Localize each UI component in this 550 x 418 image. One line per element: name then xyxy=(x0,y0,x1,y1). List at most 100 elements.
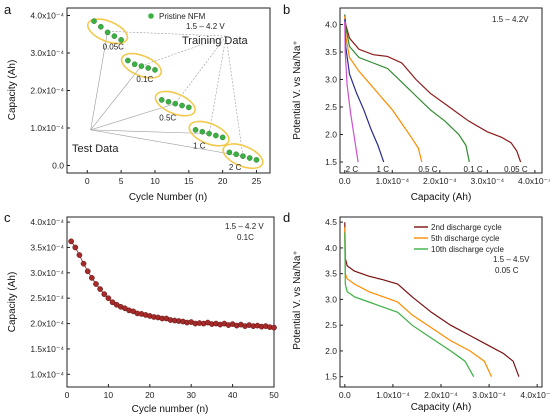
panel-label-a: a xyxy=(4,2,12,17)
panel-c-voltage: 1.5 – 4.2 V xyxy=(225,222,264,231)
panel-c-point xyxy=(271,324,277,331)
panel-a-rate-label: 1 C xyxy=(193,142,206,151)
panel-c-ytick-label: 2.5x10⁻⁴ xyxy=(30,293,64,303)
panel-c-ytick-label: 1.5x10⁻⁴ xyxy=(30,344,64,354)
panel-d-ytick-label: 4.5 xyxy=(325,217,337,227)
panel-a-ytick-label: 3.0x10⁻⁴ xyxy=(30,48,64,58)
panel-c-point xyxy=(68,238,74,245)
panel-d-rate: 0.05 C xyxy=(495,266,519,275)
panel-c-point xyxy=(97,286,103,292)
panel-a-point xyxy=(219,134,226,141)
panel-c-point xyxy=(72,244,79,251)
panel-d-xtick-label: 3.0x10⁻⁴ xyxy=(472,390,506,400)
panel-c-xtick-label: 10 xyxy=(104,390,114,400)
panel-d-series-line xyxy=(344,222,520,377)
panel-a-point xyxy=(246,155,253,161)
panel-c-xtick-label: 20 xyxy=(145,390,155,400)
panel-a-xtick-label: 15 xyxy=(184,176,194,186)
panel-a-ylabel: Capacity (Ah) xyxy=(7,60,18,121)
panel-b-chart: 0.0 1.0x10⁻⁴ 2.0x10⁻⁴ 3.0x10⁻⁴ 4.0x10⁻⁴ 1.5 2.… xyxy=(292,7,550,203)
panel-a-point xyxy=(172,100,179,107)
panel-a-xtick-label: 10 xyxy=(150,176,160,186)
panel-d-xtick-label: 0.0 xyxy=(339,390,351,400)
panel-c-ytick-label: 3.5x10⁻⁴ xyxy=(30,242,64,252)
panel-d-ylabel: Potential V. vs Na/Na⁺ xyxy=(292,250,303,349)
panel-b-rate-label: 2 C xyxy=(346,165,359,174)
panel-a-point xyxy=(240,153,246,159)
panel-a-point xyxy=(165,98,172,105)
panel-a-point xyxy=(213,132,219,139)
panel-d-xlabel: Capacity (Ah) xyxy=(411,402,472,413)
panel-d-legend-entry: 5th discharge cycle xyxy=(431,234,500,243)
panel-b-ytick-label: 2.5 xyxy=(325,102,337,112)
panel-c-frame xyxy=(66,216,275,388)
panel-d-series-line xyxy=(344,232,475,377)
panel-a-point xyxy=(253,157,260,163)
panel-a-point xyxy=(111,33,118,39)
panel-b-series-line xyxy=(344,14,522,163)
panel-a-group-ellipse xyxy=(86,18,129,45)
panel-c-point xyxy=(88,275,95,281)
panel-label-b: b xyxy=(283,2,290,17)
panel-a-train-link xyxy=(208,36,227,134)
panel-a-xtick-label: 0 xyxy=(85,176,90,186)
panel-a-xtick-label: 25 xyxy=(252,176,262,186)
panel-a-point xyxy=(131,61,138,68)
panel-a-test-link xyxy=(90,103,176,131)
panel-a-xtick-label: 5 xyxy=(119,176,124,186)
panel-b-series-line xyxy=(344,16,423,163)
panel-a-group-ellipse xyxy=(154,90,196,117)
panel-a-point xyxy=(185,104,192,111)
panel-d-voltage: 1.5 – 4.5V xyxy=(493,255,530,264)
panel-d-chart: 0.0 1.0x10⁻⁴ 2.0x10⁻⁴ 3.0x10⁻⁴ 4.0x10⁻⁴ 1.5 2.… xyxy=(292,216,550,413)
panel-b-xtick-label: 2.0x10⁻⁴ xyxy=(423,176,457,186)
panel-a-point xyxy=(158,97,165,103)
panel-c-xtick-label: 30 xyxy=(186,390,196,400)
panel-b-ytick-label: 2.0 xyxy=(325,130,337,140)
panel-c-ytick-label: 3.0x10⁻⁴ xyxy=(30,268,64,278)
panel-a-rate-label: 0.05C xyxy=(103,42,125,51)
panel-a-point xyxy=(125,57,131,64)
panel-d-ytick-label: 3.0 xyxy=(325,294,337,304)
panel-b-xtick-label: 4.0x10⁻⁴ xyxy=(518,176,550,186)
panel-c-point xyxy=(84,268,91,275)
panel-d-xtick-label: 2.0x10⁻⁴ xyxy=(424,390,458,400)
panel-a-train-link xyxy=(225,36,244,157)
panel-a-point xyxy=(233,151,239,158)
panel-a-test-label: Test Data xyxy=(72,143,119,155)
panel-a-ytick-label: 4.0x10⁻⁴ xyxy=(30,11,64,21)
panel-b-rate-label: 0.05 C xyxy=(504,165,528,174)
panel-c-point xyxy=(80,260,87,267)
panel-b-rate-label: 1 C xyxy=(377,165,390,174)
panel-a-group-ellipse xyxy=(188,120,230,147)
panel-b-frame xyxy=(339,7,543,174)
panel-b-ytick-label: 3.5 xyxy=(325,47,337,57)
panel-label-d: d xyxy=(283,210,290,225)
panel-a-legend-marker xyxy=(148,13,154,19)
panel-b-ytick-label: 1.5 xyxy=(325,157,337,167)
panel-d-series-line xyxy=(344,227,493,377)
panel-a-point xyxy=(179,102,185,109)
panel-c-xtick-label: 0 xyxy=(65,390,70,400)
panel-c-point xyxy=(76,252,83,258)
panel-b-series-line xyxy=(344,14,470,163)
panel-a-test-link xyxy=(90,65,142,131)
panel-c-ytick-label: 4.0x10⁻⁴ xyxy=(30,217,64,227)
panel-b-ylabel: Potential V. vs Na/Na⁺ xyxy=(292,40,303,139)
panel-c-rate: 0.1C xyxy=(237,233,254,242)
panel-c-ytick-label: 2.0x10⁻⁴ xyxy=(30,319,64,329)
panel-a-point xyxy=(199,128,206,135)
panel-c-point xyxy=(109,299,116,306)
panel-d-ytick-label: 1.5 xyxy=(325,372,337,382)
panel-a-test-link xyxy=(90,129,243,157)
panel-c-point xyxy=(93,281,99,287)
panel-b-rate-label: 0.1 C xyxy=(464,165,483,174)
panel-a-point xyxy=(98,23,104,30)
panel-b-xtick-label: 0.0 xyxy=(339,176,351,186)
panel-c-chart: 0 10 20 30 40 50 1.0x10⁻⁴ 1.5x10⁻⁴ 2.0x10⁻⁴ 2.5x1… xyxy=(7,216,279,415)
panel-b-voltage: 1.5 – 4.2V xyxy=(492,15,529,24)
panel-a-test-link xyxy=(90,129,210,134)
panel-a-train-link xyxy=(107,30,227,37)
panel-a-point xyxy=(104,29,111,36)
